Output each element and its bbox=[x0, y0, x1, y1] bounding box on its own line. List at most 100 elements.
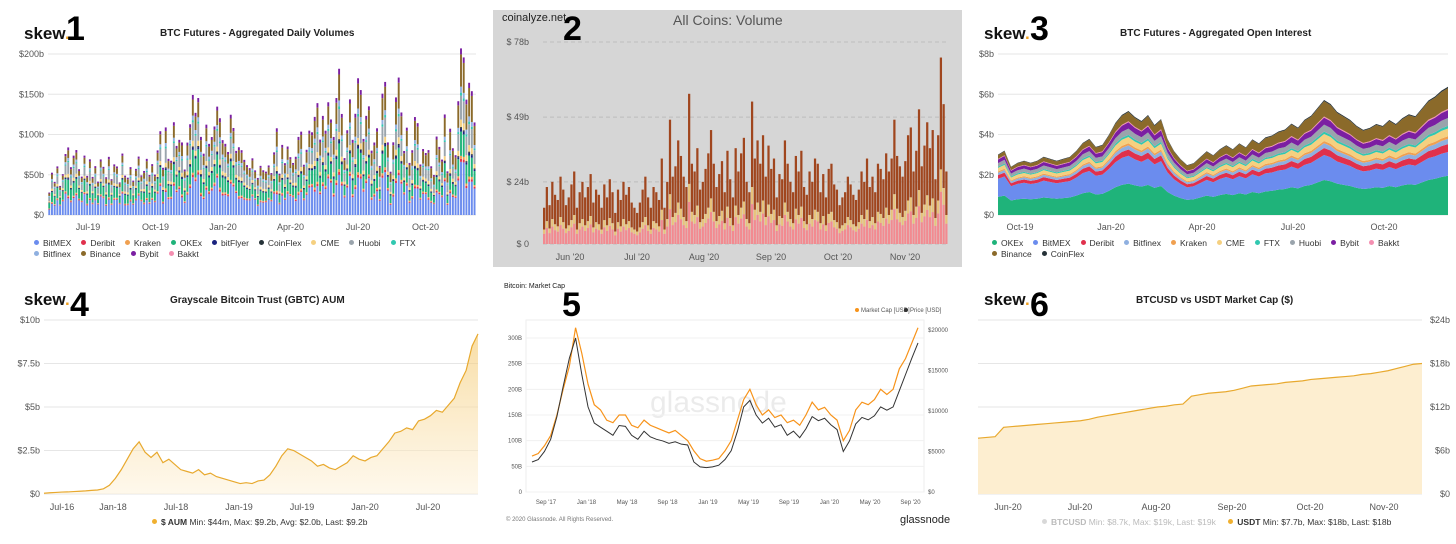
legend-item[interactable]: CoinFlex bbox=[1041, 249, 1084, 260]
volume-bar-segment bbox=[227, 193, 229, 196]
chart-title: BTCUSD vs USDT Market Cap ($) bbox=[1136, 295, 1294, 306]
volume-bar-segment bbox=[400, 183, 403, 215]
volume-bar-segment bbox=[343, 184, 346, 185]
volume-bar-segment bbox=[324, 171, 327, 186]
volume-bar-segment bbox=[321, 164, 324, 183]
volume-bar-segment bbox=[346, 130, 349, 134]
volume-bar-segment bbox=[292, 195, 295, 197]
volume-bar-segment bbox=[346, 187, 349, 215]
legend-item[interactable]: Huobi bbox=[1289, 238, 1321, 249]
volume-bar-segment bbox=[69, 167, 72, 170]
volume-bar-segment bbox=[395, 158, 397, 179]
legend-item[interactable]: OKEx bbox=[170, 238, 202, 249]
legend-item[interactable]: Bakkt bbox=[168, 249, 199, 260]
volume-bar-segment bbox=[273, 163, 276, 167]
volume-bar-segment bbox=[72, 180, 75, 182]
volume-bar-segment bbox=[321, 182, 324, 185]
volume-bar-top bbox=[824, 197, 828, 226]
volume-bar-segment bbox=[378, 187, 381, 190]
legend-item[interactable]: OKEx bbox=[992, 238, 1023, 249]
legend-item[interactable]: Bitfinex bbox=[1124, 238, 1161, 249]
volume-bar-base bbox=[605, 230, 609, 244]
volume-bar-segment bbox=[78, 189, 81, 199]
volume-bar-segment bbox=[473, 168, 476, 170]
legend-item[interactable]: Huobi bbox=[349, 238, 381, 249]
volume-bar-mid bbox=[811, 219, 814, 227]
volume-bar-segment bbox=[262, 180, 265, 182]
legend-dot bbox=[34, 251, 39, 256]
volume-bar-segment bbox=[275, 152, 278, 167]
volume-bar-segment bbox=[278, 173, 281, 176]
volume-bar-mid bbox=[937, 200, 940, 214]
volume-bar-segment bbox=[202, 198, 205, 215]
volume-bar-segment bbox=[86, 182, 89, 184]
volume-bar-segment bbox=[246, 198, 248, 200]
volume-bar-mid bbox=[564, 228, 568, 234]
volume-bar-base bbox=[646, 230, 650, 244]
volume-bar-segment bbox=[354, 142, 357, 160]
volume-bar-mid bbox=[885, 207, 888, 219]
legend-item[interactable]: Kraken bbox=[1170, 238, 1207, 249]
volume-bar-segment bbox=[97, 181, 99, 183]
volume-bar-segment bbox=[389, 204, 392, 215]
volume-bar-segment bbox=[441, 196, 443, 198]
volume-bar-segment bbox=[218, 122, 221, 138]
legend-item[interactable]: Bybit bbox=[130, 249, 159, 260]
volume-bar-segment bbox=[338, 68, 341, 75]
legend-item[interactable]: Binance bbox=[80, 249, 121, 260]
volume-bar-segment bbox=[94, 173, 97, 176]
volume-bar-segment bbox=[311, 151, 313, 153]
legend-item[interactable]: Bybit bbox=[1331, 238, 1359, 249]
legend-item[interactable]: FTX bbox=[390, 238, 416, 249]
volume-bar-base bbox=[923, 216, 926, 244]
volume-bar-segment bbox=[400, 156, 403, 161]
legend-item[interactable]: Bitfinex bbox=[34, 249, 71, 260]
volume-bar-segment bbox=[319, 191, 322, 193]
legend-item[interactable]: Binance bbox=[992, 249, 1032, 260]
legend-item[interactable]: BitMEX bbox=[1033, 238, 1071, 249]
volume-bar-segment bbox=[91, 185, 94, 192]
volume-bar-segment bbox=[286, 163, 289, 175]
volume-bar-segment bbox=[181, 177, 183, 179]
volume-bar-mid bbox=[805, 224, 808, 231]
legend-item[interactable]: Deribit bbox=[1080, 238, 1114, 249]
volume-bar-mid bbox=[597, 224, 600, 231]
volume-bar-segment bbox=[191, 140, 194, 147]
volume-bar-segment bbox=[462, 159, 465, 163]
volume-bar-segment bbox=[151, 164, 154, 167]
volume-bar-segment bbox=[251, 183, 254, 185]
legend-item[interactable]: bitFlyer bbox=[212, 238, 249, 249]
volume-bar-base bbox=[701, 226, 704, 244]
volume-bar-segment bbox=[178, 187, 181, 189]
volume-bar-segment bbox=[273, 179, 276, 181]
volume-bar-base bbox=[720, 220, 724, 244]
volume-bar-segment bbox=[256, 204, 259, 206]
volume-bar-mid bbox=[701, 219, 704, 227]
volume-bar-top bbox=[567, 197, 570, 226]
legend-item[interactable]: Deribit bbox=[81, 238, 115, 249]
volume-bar-segment bbox=[208, 191, 211, 193]
volume-bar-segment bbox=[327, 130, 330, 148]
legend-item[interactable]: CME bbox=[311, 238, 339, 249]
volume-bar-segment bbox=[218, 143, 221, 160]
x-tick-label: Aug '20 bbox=[689, 252, 719, 262]
volume-bar-segment bbox=[319, 155, 322, 159]
volume-bar-segment bbox=[359, 121, 362, 125]
volume-bar-segment bbox=[389, 183, 392, 185]
volume-bar-segment bbox=[376, 166, 378, 171]
volume-bar-mid bbox=[644, 217, 647, 226]
legend-item[interactable]: CME bbox=[1216, 238, 1245, 249]
volume-bar-segment bbox=[134, 199, 137, 201]
volume-bar-segment bbox=[384, 86, 387, 111]
legend-item[interactable]: FTX bbox=[1254, 238, 1280, 249]
legend-item[interactable]: BitMEX bbox=[34, 238, 71, 249]
volume-bar-segment bbox=[237, 198, 240, 215]
volume-bar-segment bbox=[300, 173, 303, 189]
volume-bar-segment bbox=[381, 150, 384, 152]
legend-item[interactable]: Bakkt bbox=[1369, 238, 1399, 249]
legend-item[interactable]: CoinFlex bbox=[258, 238, 301, 249]
volume-bar-segment bbox=[403, 194, 406, 215]
x-tick-label: Jul-20 bbox=[1281, 222, 1306, 232]
volume-bar-segment bbox=[281, 195, 284, 215]
legend-item[interactable]: Kraken bbox=[124, 238, 161, 249]
